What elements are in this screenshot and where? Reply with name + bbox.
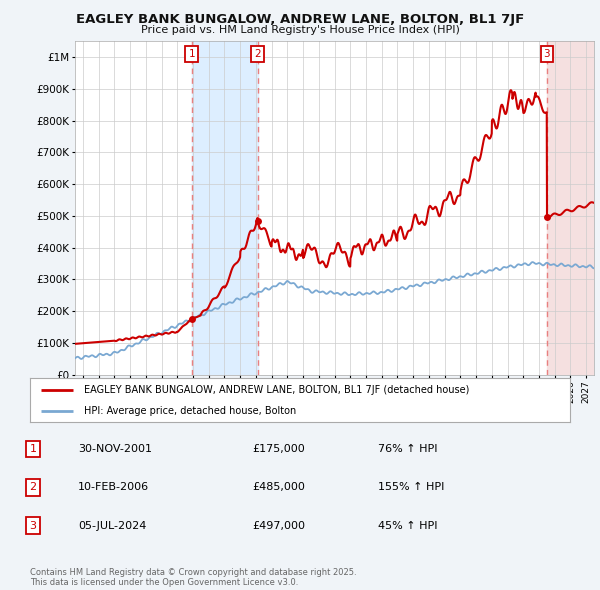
Text: 76% ↑ HPI: 76% ↑ HPI (378, 444, 437, 454)
Text: 45% ↑ HPI: 45% ↑ HPI (378, 520, 437, 530)
Text: 155% ↑ HPI: 155% ↑ HPI (378, 482, 445, 492)
Text: 1: 1 (29, 444, 37, 454)
Text: 2: 2 (29, 482, 37, 492)
Text: 2: 2 (254, 49, 261, 59)
Text: 3: 3 (29, 520, 37, 530)
Bar (547, 41, 594, 375)
Text: £175,000: £175,000 (252, 444, 305, 454)
Text: EAGLEY BANK BUNGALOW, ANDREW LANE, BOLTON, BL1 7JF (detached house): EAGLEY BANK BUNGALOW, ANDREW LANE, BOLTO… (84, 385, 469, 395)
Text: 3: 3 (544, 49, 550, 59)
Text: 05-JUL-2024: 05-JUL-2024 (78, 520, 146, 530)
Text: Price paid vs. HM Land Registry's House Price Index (HPI): Price paid vs. HM Land Registry's House … (140, 25, 460, 35)
Text: Contains HM Land Registry data © Crown copyright and database right 2025.
This d: Contains HM Land Registry data © Crown c… (30, 568, 356, 587)
Text: £485,000: £485,000 (252, 482, 305, 492)
Text: EAGLEY BANK BUNGALOW, ANDREW LANE, BOLTON, BL1 7JF: EAGLEY BANK BUNGALOW, ANDREW LANE, BOLTO… (76, 13, 524, 26)
Text: HPI: Average price, detached house, Bolton: HPI: Average price, detached house, Bolt… (84, 406, 296, 416)
Bar (191, 41, 258, 375)
Text: 10-FEB-2006: 10-FEB-2006 (78, 482, 149, 492)
Text: 1: 1 (188, 49, 195, 59)
Text: 30-NOV-2001: 30-NOV-2001 (78, 444, 152, 454)
Text: £497,000: £497,000 (252, 520, 305, 530)
